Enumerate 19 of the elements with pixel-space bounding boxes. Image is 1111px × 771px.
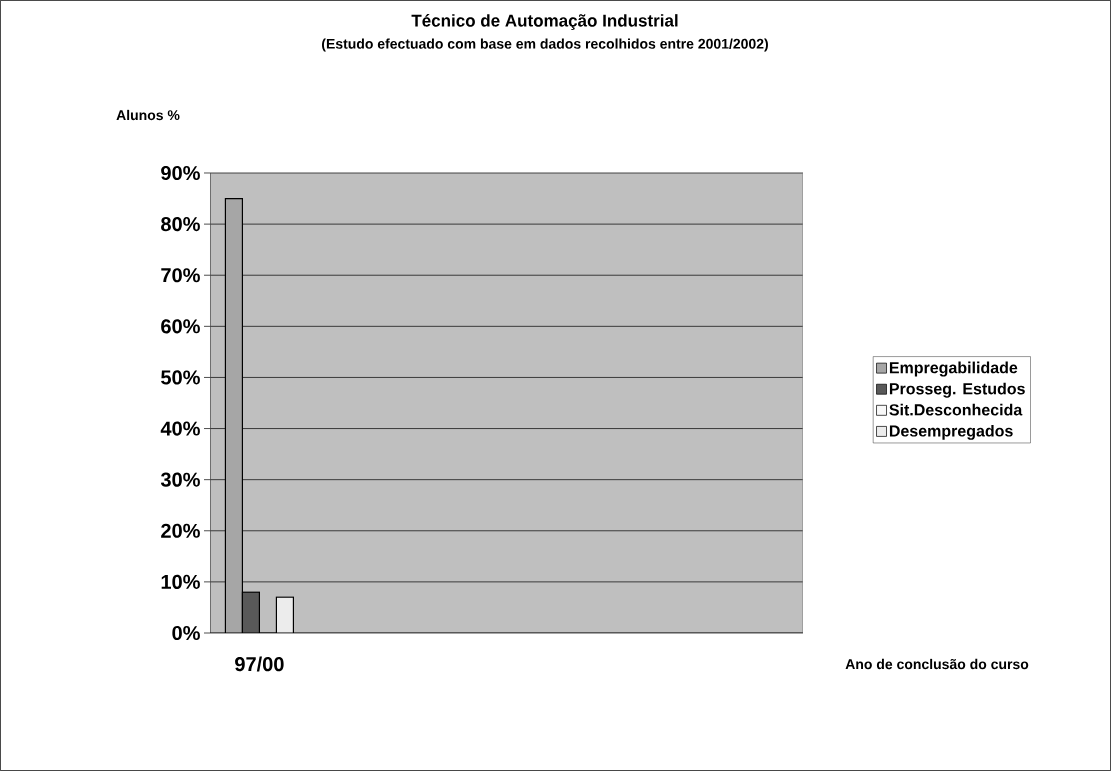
chart-title: Técnico de Automação Industrial	[411, 13, 678, 30]
y-tick-label: 30%	[160, 472, 200, 487]
y-tick-label: 50%	[161, 370, 200, 385]
y-tick-label: 80%	[161, 217, 200, 232]
legend-label: Empregabilidade	[889, 361, 1018, 377]
y-tick-label: 10%	[161, 574, 200, 589]
y-tick-label: 90%	[161, 165, 200, 181]
y-tick-label: 0%	[172, 625, 200, 641]
y-tick-label: 70%	[161, 268, 200, 283]
legend-label: Desempregados	[889, 424, 1013, 440]
x-tick-label: 97/00	[235, 656, 284, 672]
y-tick-label: 20%	[161, 523, 200, 538]
legend-label: Sit.Desconhecida	[889, 403, 1023, 416]
y-tick-label: 60%	[161, 319, 200, 334]
x-axis-title: Ano de conclusão do curso	[845, 658, 1029, 670]
chart-subtitle: (Estudo efectuado com base em dados recolhidos entre 2001/2002)	[322, 38, 768, 52]
legend-label: Prosseg. Estudos	[889, 382, 1025, 398]
text: Alunos %	[116, 109, 180, 121]
y-tick-label: 40%	[160, 421, 200, 436]
